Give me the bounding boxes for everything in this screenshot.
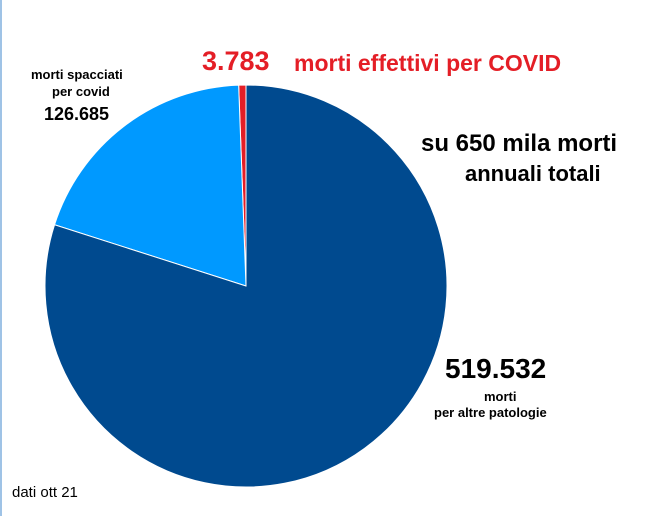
total-label-line2: annuali totali — [465, 161, 601, 186]
covid-effective-value: 3.783 — [202, 46, 270, 76]
covid-effective-label: morti effettivi per COVID — [294, 50, 562, 76]
slice-other-causes — [44, 84, 448, 488]
covid-attributed-value: 126.685 — [44, 104, 110, 124]
slice-covid-attributed — [53, 84, 247, 287]
other-causes-label-line2: per altre patologie — [434, 405, 547, 420]
covid-attributed-label-line2: per covid — [52, 84, 110, 99]
source-note: dati ott 21 — [12, 484, 78, 501]
total-label-line1: su 650 mila morti — [421, 130, 618, 157]
other-causes-value: 519.532 — [445, 353, 547, 384]
other-causes-label-line1: morti — [484, 389, 517, 404]
covid-attributed-label-line1: morti spacciati — [31, 67, 123, 82]
left-border — [0, 0, 2, 516]
